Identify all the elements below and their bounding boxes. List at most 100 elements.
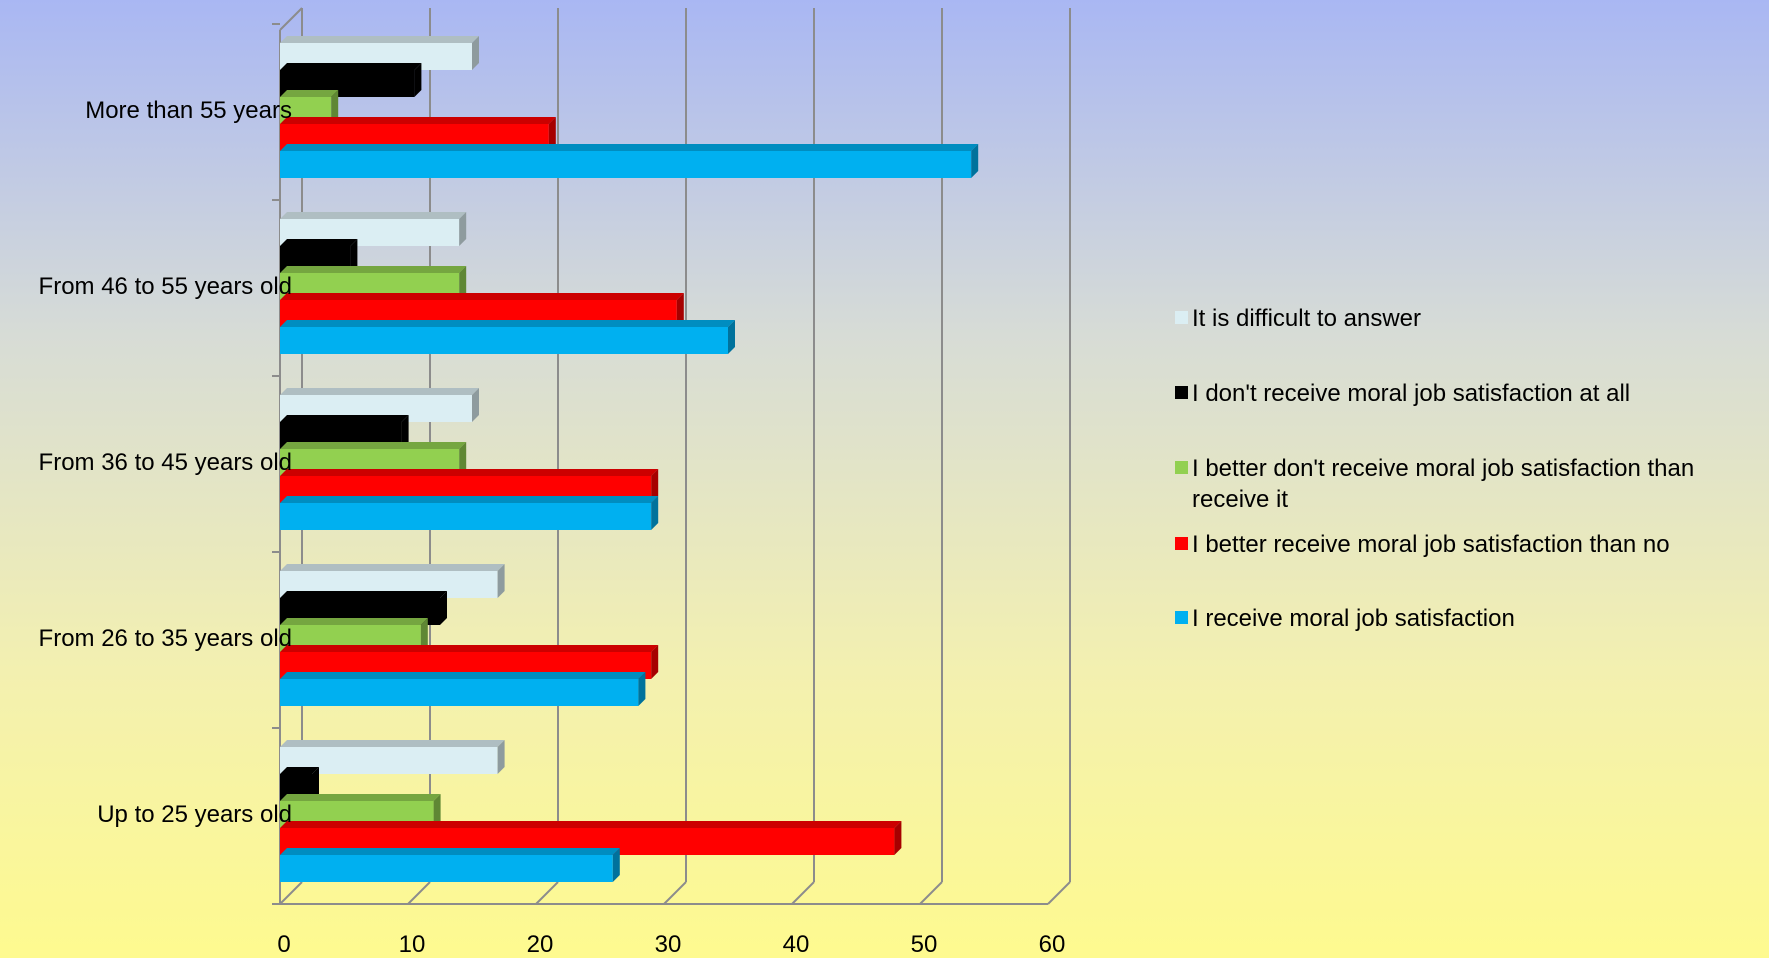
bar-side-face bbox=[459, 442, 467, 476]
legend-label: receive it bbox=[1192, 486, 1288, 513]
bar-side-face bbox=[728, 320, 735, 354]
category-label: From 46 to 55 years old bbox=[39, 273, 292, 300]
x-tick-label: 20 bbox=[527, 931, 554, 958]
bar-front-face bbox=[280, 679, 639, 706]
bar-top-face bbox=[280, 645, 659, 652]
bar-top-face bbox=[280, 848, 620, 855]
legend-swatch bbox=[1175, 611, 1188, 624]
bar-side-face bbox=[497, 564, 505, 598]
legend-swatch bbox=[1175, 461, 1188, 474]
bar-side-face bbox=[420, 618, 428, 652]
bar-top-face bbox=[280, 821, 902, 828]
x-tick-label: 0 bbox=[277, 931, 290, 958]
bar-top-face bbox=[280, 144, 979, 151]
bar bbox=[280, 740, 505, 774]
bar-side-face bbox=[331, 90, 339, 124]
floor-depth-line bbox=[407, 881, 431, 905]
legend-label: I receive moral job satisfaction bbox=[1192, 605, 1515, 632]
x-tick-label: 50 bbox=[911, 931, 938, 958]
bar bbox=[280, 672, 646, 706]
legend-label: I better receive moral job satisfaction … bbox=[1192, 531, 1670, 558]
bar bbox=[280, 320, 735, 354]
bar-top-face bbox=[280, 794, 441, 801]
bar-side-face bbox=[459, 212, 467, 246]
x-tick-label: 40 bbox=[783, 931, 810, 958]
bar-top-face bbox=[280, 740, 505, 747]
bar-top-face bbox=[280, 469, 659, 476]
bar-top-face bbox=[280, 496, 659, 503]
bar-front-face bbox=[280, 855, 613, 882]
bar-side-face bbox=[401, 415, 409, 449]
category-label: More than 55 years bbox=[85, 97, 292, 124]
category-label: From 36 to 45 years old bbox=[39, 449, 292, 476]
bar-top-face bbox=[280, 293, 684, 300]
bar-top-face bbox=[280, 415, 409, 422]
chart-bars bbox=[280, 36, 979, 882]
x-axis-ticks: 0 10 20 30 40 50 60 bbox=[277, 931, 1065, 958]
bar-top-face bbox=[280, 388, 479, 395]
bar-side-face bbox=[433, 794, 441, 828]
legend-item: I better receive moral job satisfaction … bbox=[1175, 531, 1670, 558]
bar-top-face bbox=[280, 212, 467, 219]
category-label: Up to 25 years old bbox=[97, 801, 292, 828]
legend-swatch bbox=[1175, 537, 1188, 550]
bar-top-face bbox=[280, 90, 339, 97]
bar-top-face bbox=[280, 239, 358, 246]
bar-side-face bbox=[312, 767, 319, 801]
x-tick-label: 10 bbox=[399, 931, 426, 958]
bar-side-face bbox=[472, 388, 479, 422]
bar-top-face bbox=[280, 591, 447, 598]
chart-legend: It is difficult to answer I don't receive… bbox=[1175, 305, 1694, 632]
legend-label: It is difficult to answer bbox=[1192, 305, 1421, 332]
legend-label: I don't receive moral job satisfaction a… bbox=[1192, 380, 1630, 407]
x-tick-label: 60 bbox=[1039, 931, 1066, 958]
legend-item: I don't receive moral job satisfaction a… bbox=[1175, 380, 1630, 407]
bar-top-face bbox=[280, 320, 735, 327]
bar-front-face bbox=[280, 151, 972, 178]
legend-swatch bbox=[1175, 386, 1188, 399]
legend-item: I receive moral job satisfaction bbox=[1175, 605, 1515, 632]
floor-depth-line bbox=[279, 881, 303, 905]
floor-depth-line bbox=[1047, 881, 1071, 905]
legend-item: It is difficult to answer bbox=[1175, 305, 1421, 332]
bar-top-face bbox=[280, 36, 479, 43]
bar-side-face bbox=[414, 63, 422, 97]
bar-top-face bbox=[280, 266, 467, 273]
bar-side-face bbox=[440, 591, 447, 625]
legend-label: I better don't receive moral job satisfa… bbox=[1192, 455, 1694, 482]
bar-side-face bbox=[497, 740, 505, 774]
bar-side-face bbox=[651, 645, 659, 679]
bar-top-face bbox=[280, 564, 505, 571]
bar-front-face bbox=[280, 503, 652, 530]
y-axis-top-depth bbox=[279, 7, 303, 31]
bar-top-face bbox=[280, 767, 319, 774]
legend-item: I better don't receive moral job satisfa… bbox=[1175, 455, 1694, 513]
bar bbox=[280, 144, 979, 178]
bar-top-face bbox=[280, 63, 422, 70]
bar-side-face bbox=[651, 496, 659, 530]
legend-swatch bbox=[1175, 311, 1188, 324]
bar-side-face bbox=[472, 36, 479, 70]
floor-depth-line bbox=[919, 881, 943, 905]
bar-side-face bbox=[651, 469, 659, 503]
x-tick-label: 30 bbox=[655, 931, 682, 958]
bar-side-face bbox=[676, 293, 684, 327]
bar-top-face bbox=[280, 117, 556, 124]
bar-top-face bbox=[280, 442, 467, 449]
floor-depth-line bbox=[791, 881, 815, 905]
bar-top-face bbox=[280, 618, 428, 625]
bar-side-face bbox=[971, 144, 979, 178]
bar bbox=[280, 496, 659, 530]
bar-side-face bbox=[350, 239, 358, 273]
bar bbox=[280, 848, 620, 882]
bar-side-face bbox=[894, 821, 902, 855]
bar-side-face bbox=[459, 266, 467, 300]
floor-depth-line bbox=[535, 881, 559, 905]
category-labels: Up to 25 years old From 26 to 35 years ol… bbox=[39, 97, 292, 828]
bar-side-face bbox=[638, 672, 646, 706]
floor-depth-line bbox=[663, 881, 687, 905]
bar-front-face bbox=[280, 327, 728, 354]
bar bbox=[280, 63, 422, 97]
bar-side-face bbox=[612, 848, 620, 882]
